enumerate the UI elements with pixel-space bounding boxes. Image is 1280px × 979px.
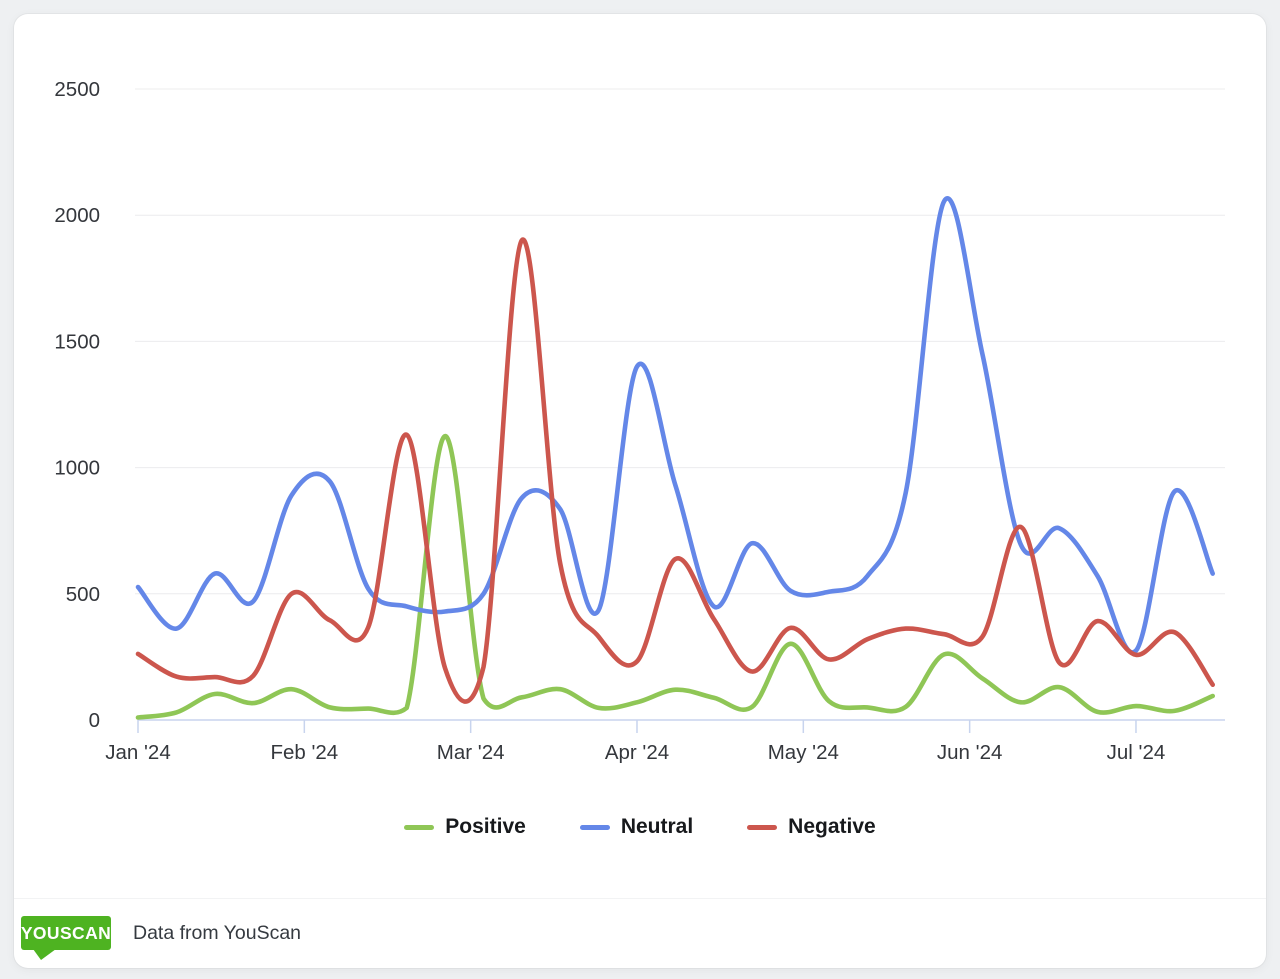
x-axis-label: Mar '24 <box>437 741 505 764</box>
youscan-logo[interactable]: YOUSCAN <box>20 916 112 960</box>
sentiment-trend-chart: 0 500 1000 1500 2000 2500 Jan '24 Feb '24 Mar '2… <box>54 78 1225 764</box>
attribution-text: Data from YouScan <box>133 921 302 944</box>
x-axis-label: Jan '24 <box>105 741 170 764</box>
series-line-positive[interactable] <box>135 433 1215 720</box>
youscan-logo-tail-icon <box>33 949 56 960</box>
y-axis-label: 500 <box>66 583 100 606</box>
x-axis-label: Apr '24 <box>605 741 669 764</box>
legend-item-neutral[interactable]: Neutral <box>579 815 694 839</box>
chart-card: 0 500 1000 1500 2000 2500 Jan '24 Feb '24 Mar '2… <box>14 14 1266 968</box>
y-axis-label: 1000 <box>54 457 100 480</box>
series-line-neutral[interactable] <box>135 196 1215 655</box>
chart-legend: Positive Neutral Negative <box>14 815 1266 839</box>
youscan-logo-text: YOUSCAN <box>20 922 112 943</box>
x-axis-label: Jun '24 <box>937 741 1002 764</box>
y-axis-label: 0 <box>89 709 100 732</box>
legend-item-negative[interactable]: Negative <box>747 815 876 839</box>
legend-label-neutral: Neutral <box>620 815 694 838</box>
negative-line-swatch <box>747 824 778 830</box>
positive-line-swatch <box>404 824 435 830</box>
x-axis-label: May '24 <box>768 741 839 764</box>
x-axis-label: Jul '24 <box>1107 741 1166 764</box>
y-axis-label: 2000 <box>54 204 100 227</box>
legend-label-negative: Negative <box>788 815 876 838</box>
card-divider <box>14 898 1266 899</box>
legend-item-positive[interactable]: Positive <box>404 815 526 839</box>
legend-label-positive: Positive <box>445 815 526 838</box>
x-axis-label: Feb '24 <box>270 741 338 764</box>
y-axis-label: 1500 <box>54 330 100 353</box>
neutral-line-swatch <box>579 824 610 830</box>
y-axis-label: 2500 <box>54 78 100 101</box>
series-line-negative[interactable] <box>135 237 1215 704</box>
attribution-footer: YOUSCAN Data from YouScan <box>20 916 302 960</box>
